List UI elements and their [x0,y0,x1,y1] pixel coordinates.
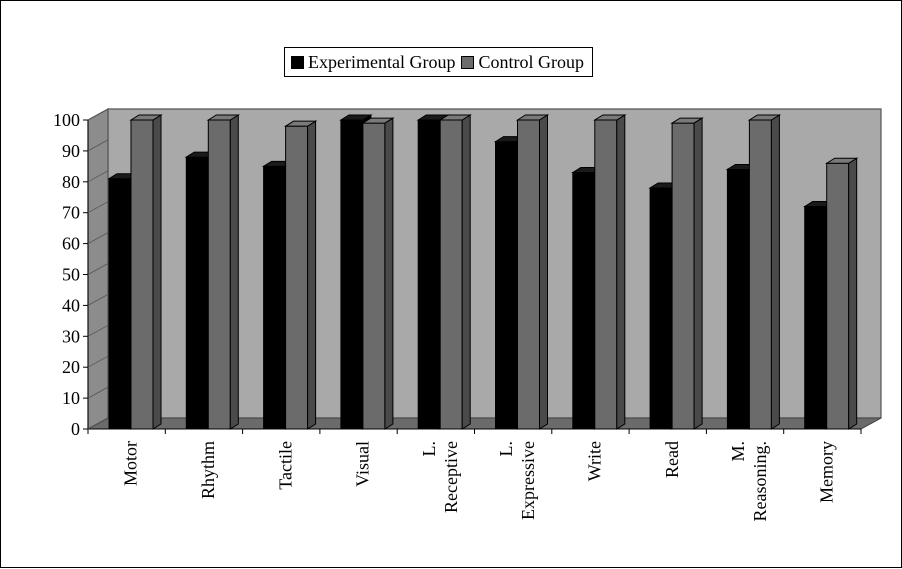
bar-control-front [285,125,309,430]
bar-control-top [670,117,704,124]
bar-control [670,117,704,430]
y-tick-label: 70 [62,203,80,223]
y-tick-label: 30 [62,326,80,346]
x-tick-label: L. [496,441,516,457]
y-tick-depth [87,232,109,244]
bar-control [747,114,782,430]
y-tick-depth [87,386,109,399]
bar-experimental-front [649,187,673,430]
legend-label-experimental: Experimental Group [308,51,456,72]
y-tick-depth [87,108,109,121]
bar-experimental-front [726,168,750,430]
legend-item-experimental: Experimental Group [291,52,455,73]
bar-control-top [824,157,859,164]
bar-control [515,114,550,430]
bar-control-front [439,119,463,430]
bar-control [593,114,627,430]
bar-control-top [515,114,550,121]
x-tick-label: Write [584,441,604,481]
x-tick-label: M. [728,441,748,462]
bar-control [283,120,318,430]
bar-control-front [671,122,695,430]
x-tick-label: Expressive [518,441,538,520]
bar-control-top [747,114,782,121]
x-tick-label: Rhythm [198,441,218,499]
bar-control-side [693,117,703,430]
y-tick-depth [87,263,109,275]
chart-legend: Experimental Group Control Group [284,47,593,77]
bar-control-side [539,114,548,430]
bar-experimental-front [804,206,828,430]
bar-experimental-front [572,172,596,430]
bar-control [129,114,163,430]
bar-control [824,157,859,430]
legend-item-control: Control Group [461,52,584,73]
bar-control [438,114,472,430]
y-tick-label: 100 [53,110,80,130]
bar-control [361,117,395,430]
x-tick-label: Visual [353,441,373,487]
bar-control-top [593,114,627,121]
bar-control-front [826,162,850,430]
y-tick-depth [87,201,109,214]
bar-control-side [307,120,317,430]
bar-control-top [283,120,318,127]
bar-experimental-top [339,114,373,121]
chart-labels: Motor Rhythm Tactile Visual L. Receptive L. Exp… [121,441,837,522]
y-tick-label: 0 [71,419,80,439]
y-tick-label: 40 [62,295,80,315]
bar-control [206,114,241,430]
x-tick-label: Reasoning. [750,441,770,522]
bar-control-side [461,114,471,430]
bar-control-side [384,117,394,430]
y-tick-depth [87,139,109,152]
y-tick-label: 90 [62,141,80,161]
bar-experimental-front [185,156,209,430]
bar-control-front [517,119,540,430]
x-tick-label: Motor [121,441,141,486]
bar-experimental-front [417,119,441,430]
x-tick-label: Read [662,441,682,478]
bar-control-side [152,114,162,430]
bar-control-front [748,119,772,430]
y-tick-depth [87,417,109,430]
x-tick-label: Tactile [275,441,295,490]
x-tick-label: Receptive [441,441,461,513]
legend-swatch-experimental [291,55,304,69]
bar-control-top [206,114,241,121]
bar-control-front [594,119,618,430]
y-tick-label: 60 [62,234,80,254]
x-tick-label: Memory [816,441,836,503]
bar-control-front [362,122,386,430]
y-tick-depth [87,324,109,337]
bar-experimental-front [108,178,132,430]
legend-swatch-control [461,55,475,69]
bar-experimental-front [263,165,287,430]
bar-control-front [130,119,154,430]
y-tick-depth [87,294,109,306]
x-tick-label: L. [419,441,439,457]
y-tick-label: 10 [62,388,80,408]
bar-control-top [129,114,163,121]
bar-control-side [229,114,239,430]
y-tick-depth [87,355,109,368]
y-tick-label: 50 [62,265,80,285]
bar-control-top [438,114,472,121]
legend-label-control: Control Group [478,51,584,72]
bar-control-front [207,119,231,430]
y-tick-label: 20 [62,357,80,377]
bar-experimental-front [340,119,364,430]
y-tick-depth [87,170,109,183]
bar-control-side [616,114,626,430]
bar-control-top [361,117,395,124]
chart-bars [107,114,859,430]
bar-control-side [848,157,858,430]
bar-control-side [770,114,780,430]
bar-experimental-front [495,141,518,430]
y-tick-label: 80 [62,172,80,192]
